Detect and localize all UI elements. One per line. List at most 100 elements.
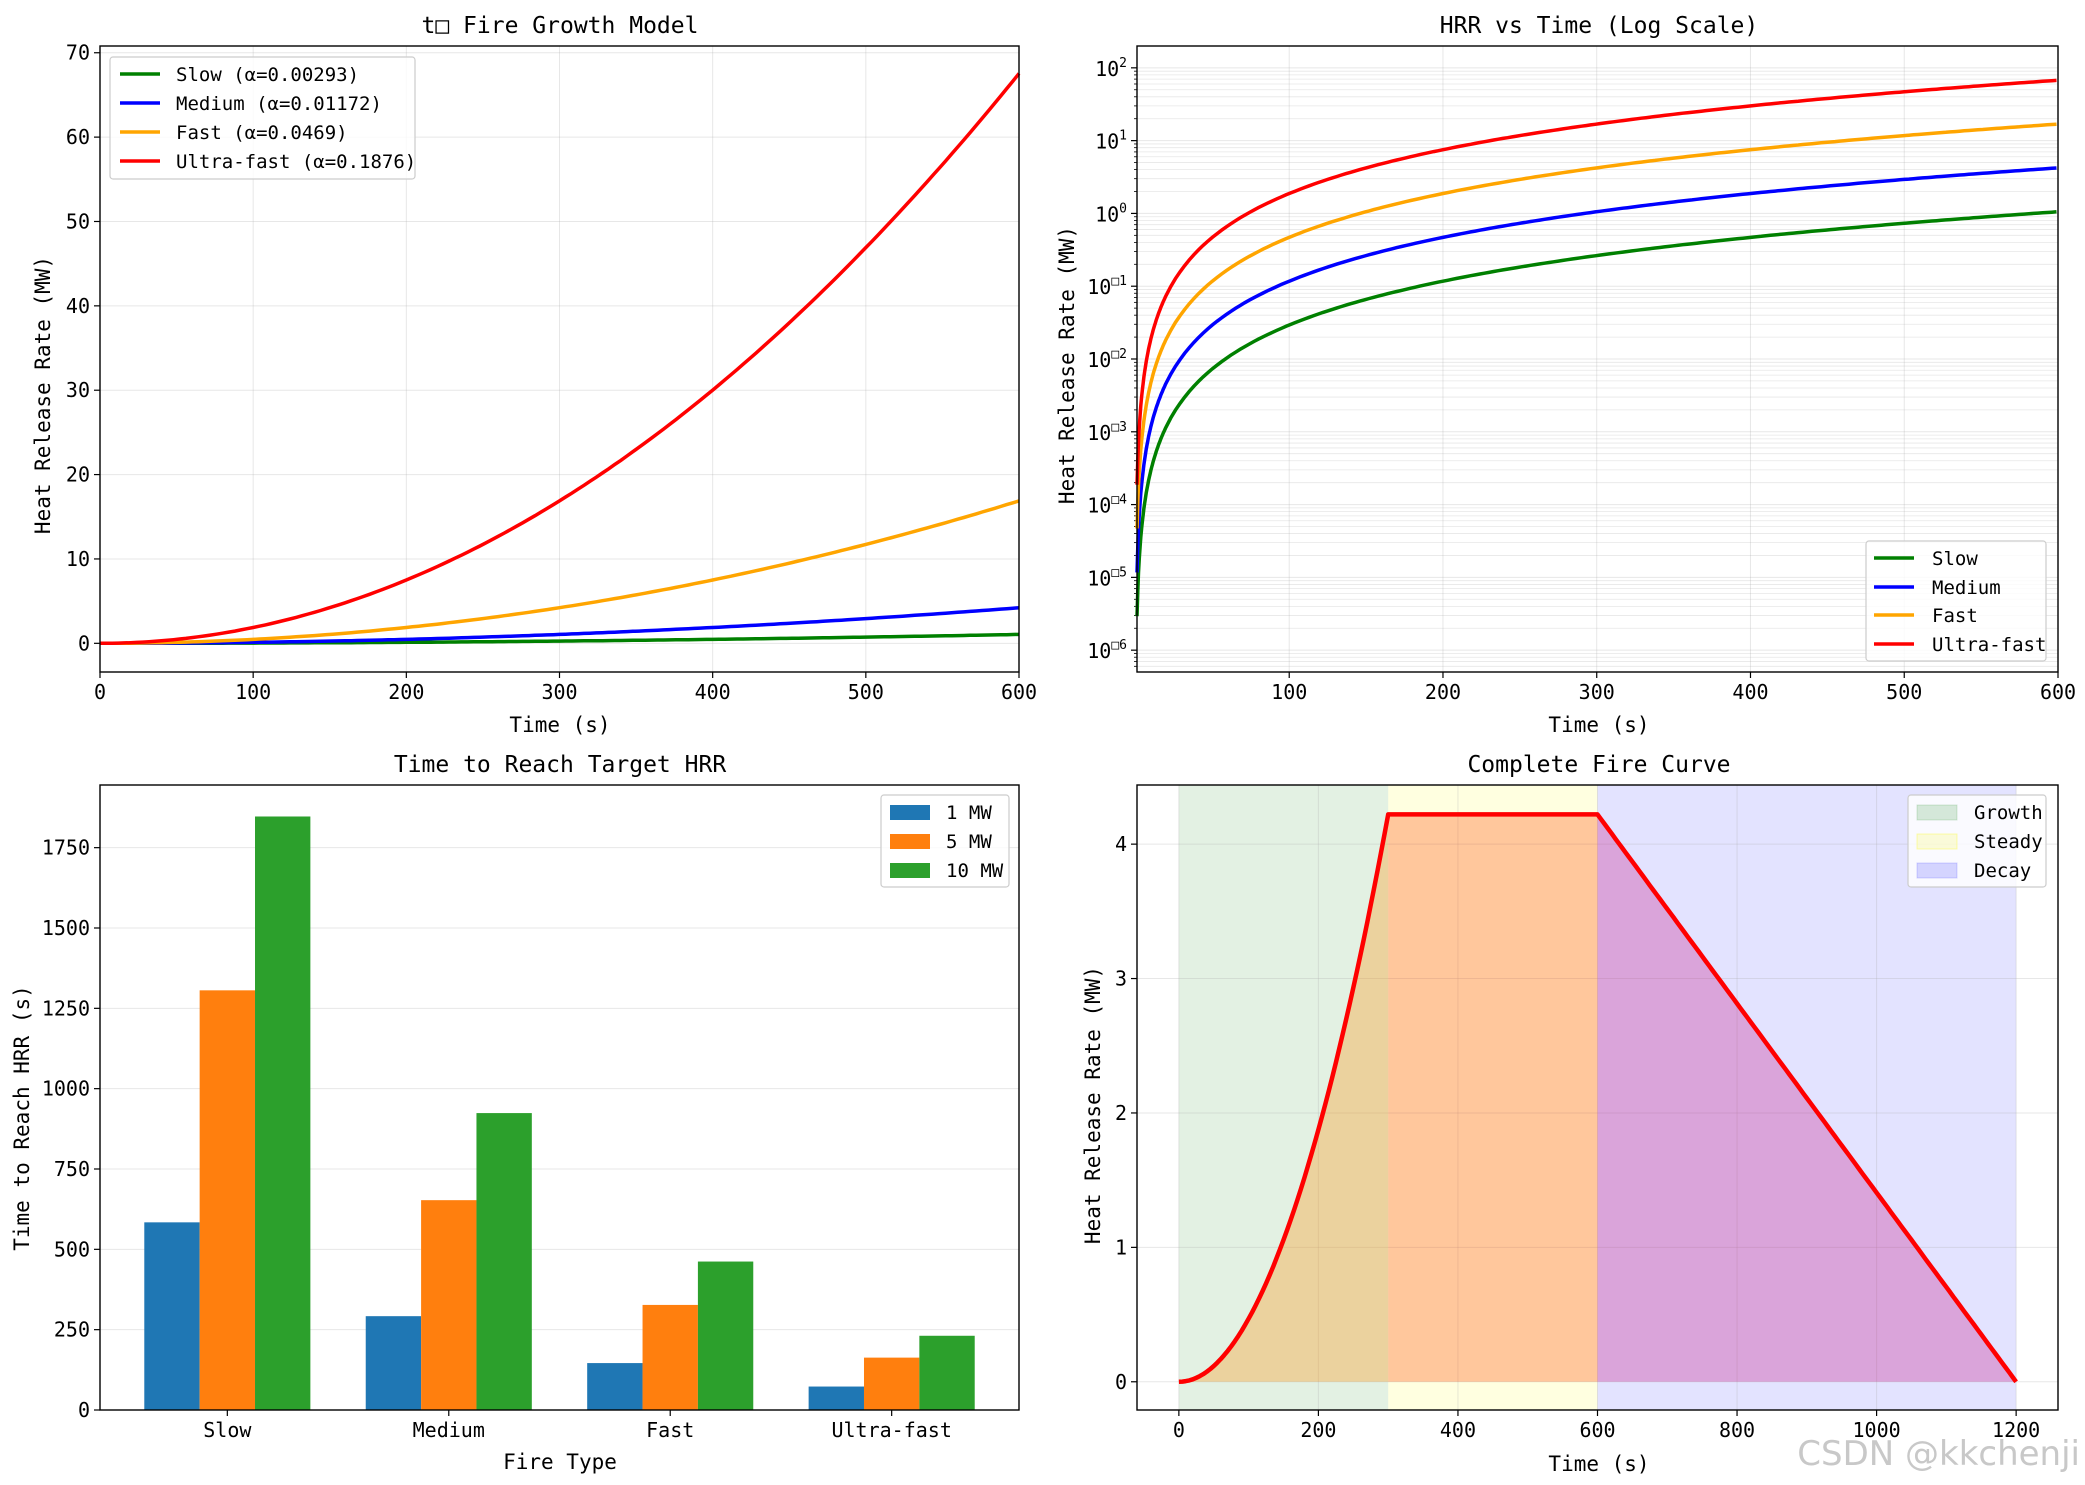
legend-label-ultra-fast: Ultra-fast [1932,634,2046,656]
x-axis-label: Fire Type [503,1450,617,1474]
legend-label-growth: Growth [1974,802,2043,824]
y-tick-label: 50 [66,209,90,233]
x-tick-label: Fast [646,1418,694,1442]
y-tick-label: 1750 [42,836,90,860]
phase-span-steady [1388,785,1598,1410]
y-tick-label: 1000 [42,1077,90,1101]
x-tick-label: 0 [94,680,106,704]
x-tick-label: Medium [413,1418,485,1442]
series-line-medium [1135,166,2057,573]
bar-ultra-fast-1-mw [808,1386,864,1410]
legend-frame [109,56,416,180]
legend-label-5mw: 5 MW [946,831,992,853]
legend-label-slow: Slow [1932,548,1978,570]
axes-frame [1136,784,2059,1411]
x-tick-label: 800 [1719,1418,1755,1442]
axes-frame [99,784,1020,1411]
plot-area: 0 250 500 750 1000 1250 1500 1750 Slow Medium Fast… [42,784,1020,1442]
series-line-slow [1135,210,2057,617]
bar-fast-1-mw [587,1363,643,1410]
legend: 1 MW 5 MW 10 MW [880,794,1010,888]
y-tick-label: 1 [1115,1235,1127,1259]
chart-title: t□ Fire Growth Model [422,13,699,39]
x-tick-label: 200 [1300,1418,1336,1442]
bar-ultra-fast-10-mw [919,1335,975,1410]
bar-ultra-fast-5-mw [863,1357,920,1410]
x-tick-label: 600 [2040,680,2076,704]
panel-hrr-log-scale: HRR vs Time (Log Scale) Time (s) Heat Re… [1055,13,2076,737]
y-tick-label: 0 [1115,1370,1127,1394]
legend-label-decay: Decay [1974,860,2031,882]
series-line-ultra-fast [100,72,1021,646]
panel-time-to-target-hrr: Time to Reach Target HRR Fire Type Time … [10,752,1020,1474]
x-tick-label: 500 [1886,680,1922,704]
y-axis-label: Heat Release Rate (MW) [1081,966,1105,1244]
legend-swatch-growth [1916,804,1958,821]
x-tick-label: 100 [1271,680,1307,704]
legend-label-fast: Fast (α=0.0469) [176,122,348,144]
x-tick-label: 600 [1579,1418,1615,1442]
y-tick-label: 70 [66,41,90,65]
phase-span-growth [1178,785,1389,1410]
panel-complete-fire-curve: Complete Fire Curve Time (s) Heat Releas… [1081,752,2059,1476]
axes-frame [1136,45,2059,673]
y-tick-label: 60 [66,125,90,149]
x-tick-label: 1000 [1853,1418,1901,1442]
plot-area: 0 200 400 600 800 1000 1200 0 1 2 3 4 [1115,784,2059,1442]
chart-title: Time to Reach Target HRR [394,752,726,778]
area-fill-steady [1388,814,1598,1382]
bar-medium-10-mw [476,1113,532,1410]
x-tick-label: 400 [1732,680,1768,704]
bar-slow-5-mw [199,990,256,1410]
y-tick-label: 20 [66,463,90,487]
y-tick-label: 10 [66,547,90,571]
x-tick-label: Ultra-fast [831,1418,951,1442]
series-line-medium [100,605,1020,646]
x-tick-label: 1200 [1992,1418,2040,1442]
x-tick-label: 400 [695,680,731,704]
chart-title: Complete Fire Curve [1467,752,1730,778]
y-tick-label: 250 [54,1318,90,1342]
legend-swatch-decay [1916,862,1958,879]
legend-swatch-1mw [890,805,930,820]
legend-label-fast: Fast [1932,605,1978,627]
y-tick-label: 0 [78,1398,90,1422]
watermark: CSDN @kkchenji [1797,1434,2080,1474]
legend: Growth Steady Decay [1907,794,2047,888]
hrr-curve [1178,812,2018,1385]
x-tick-label: 300 [541,680,577,704]
y-tick-label: 4 [1115,832,1127,856]
chart-title: HRR vs Time (Log Scale) [1440,13,1759,39]
bar-slow-1-mw [144,1222,200,1410]
area-fill-growth [1178,814,1389,1382]
y-tick-label: 2 [1115,1101,1127,1125]
legend-frame [1865,540,2047,662]
x-tick-label: 200 [388,680,424,704]
y-tick-label: 1500 [42,916,90,940]
legend: Slow (α=0.00293) Medium (α=0.01172) Fast… [109,56,416,180]
y-axis-label: Heat Release Rate (MW) [31,256,55,534]
bar-medium-1-mw [365,1316,422,1410]
series-line-ultra-fast [1135,78,2057,485]
y-tick-label: 3 [1115,967,1127,991]
legend-label-steady: Steady [1974,831,2043,853]
y-axis-label: Heat Release Rate (MW) [1055,226,1079,504]
legend-frame [1907,794,2047,888]
y-tick-label: 102 [1095,56,1127,81]
y-tick-label: 10□6 [1087,638,1127,663]
x-tick-label: 200 [1425,680,1461,704]
y-tick-label: 0 [78,631,90,655]
legend-swatch-5mw [890,834,930,849]
legend-label-1mw: 1 MW [946,802,992,824]
legend: Slow Medium Fast Ultra-fast [1865,540,2047,662]
x-tick-label: 500 [848,680,884,704]
bar-fast-5-mw [642,1304,698,1410]
y-tick-label: 1250 [42,996,90,1020]
y-tick-label: 10□3 [1087,420,1127,445]
y-tick-label: 10□1 [1087,274,1127,299]
bar-slow-10-mw [255,816,311,1410]
x-tick-label: 600 [1001,680,1037,704]
y-tick-label: 500 [54,1237,90,1261]
